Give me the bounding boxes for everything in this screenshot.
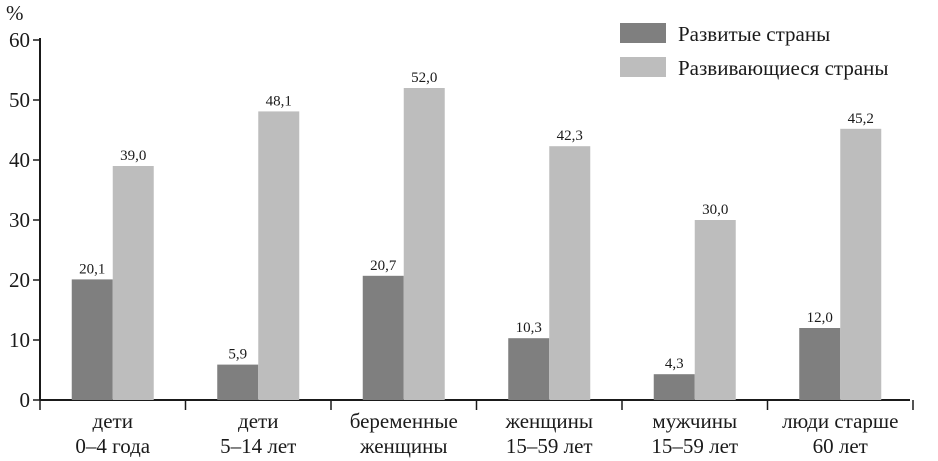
- data-labels: 20,1 39,0 5,9 48,1 20,7 52,0 10,3 42,3 4,3 30,0 12…: [79, 70, 874, 372]
- x-category-label: дети: [93, 409, 133, 433]
- bar: [258, 111, 300, 401]
- y-tick-label: 50: [9, 88, 30, 112]
- bar: [653, 374, 695, 400]
- bars: [71, 88, 882, 401]
- bar: [840, 128, 882, 401]
- bar-value-label: 39,0: [120, 148, 146, 164]
- legend-swatch: [620, 57, 666, 77]
- legend-swatch: [620, 23, 666, 43]
- bar-value-label: 20,1: [79, 261, 105, 277]
- bar-value-label: 48,1: [266, 93, 292, 109]
- bar-value-label: 20,7: [370, 258, 397, 274]
- legend-label: Развивающиеся страны: [678, 56, 889, 80]
- bar-value-label: 5,9: [228, 347, 247, 363]
- y-tick-label: 30: [9, 208, 30, 232]
- bar: [403, 88, 445, 400]
- y-tick-label: 0: [20, 388, 31, 412]
- bar: [362, 275, 404, 400]
- x-category-label: 15–59 лет: [651, 434, 738, 458]
- x-category-label: дети: [238, 409, 278, 433]
- bar: [71, 279, 113, 400]
- bar: [112, 166, 154, 400]
- y-tick-label: 60: [9, 28, 30, 52]
- x-category-label: 0–4 года: [75, 434, 150, 458]
- y-axis-unit-label: %: [6, 1, 24, 25]
- legend: Развитые страны Развивающиеся страны: [620, 22, 889, 80]
- x-category-label: 60 лет: [813, 434, 868, 458]
- x-category-label: 5–14 лет: [220, 434, 296, 458]
- bar-value-label: 10,3: [516, 320, 542, 336]
- bar-value-label: 30,0: [702, 202, 728, 218]
- legend-label: Развитые страны: [678, 22, 830, 46]
- bar-value-label: 52,0: [411, 70, 437, 86]
- y-tick-label: 40: [9, 148, 30, 172]
- x-category-label: женщины: [359, 434, 448, 458]
- x-category-label: люди старше: [782, 409, 898, 433]
- bar-value-label: 45,2: [848, 111, 874, 127]
- bar: [694, 220, 736, 400]
- x-category-label: 15–59 лет: [506, 434, 593, 458]
- y-tick-label: 20: [9, 268, 30, 292]
- bar: [217, 364, 259, 400]
- x-category-label: беременные: [350, 409, 458, 433]
- y-tick-label: 10: [9, 328, 30, 352]
- bar-value-label: 42,3: [557, 128, 583, 144]
- bar-value-label: 12,0: [807, 310, 833, 326]
- x-category-label: женщины: [504, 409, 593, 433]
- x-category-label: мужчины: [652, 409, 737, 433]
- bar: [549, 146, 591, 400]
- bar: [508, 338, 550, 400]
- bar: [799, 328, 841, 400]
- bar-value-label: 4,3: [665, 356, 684, 372]
